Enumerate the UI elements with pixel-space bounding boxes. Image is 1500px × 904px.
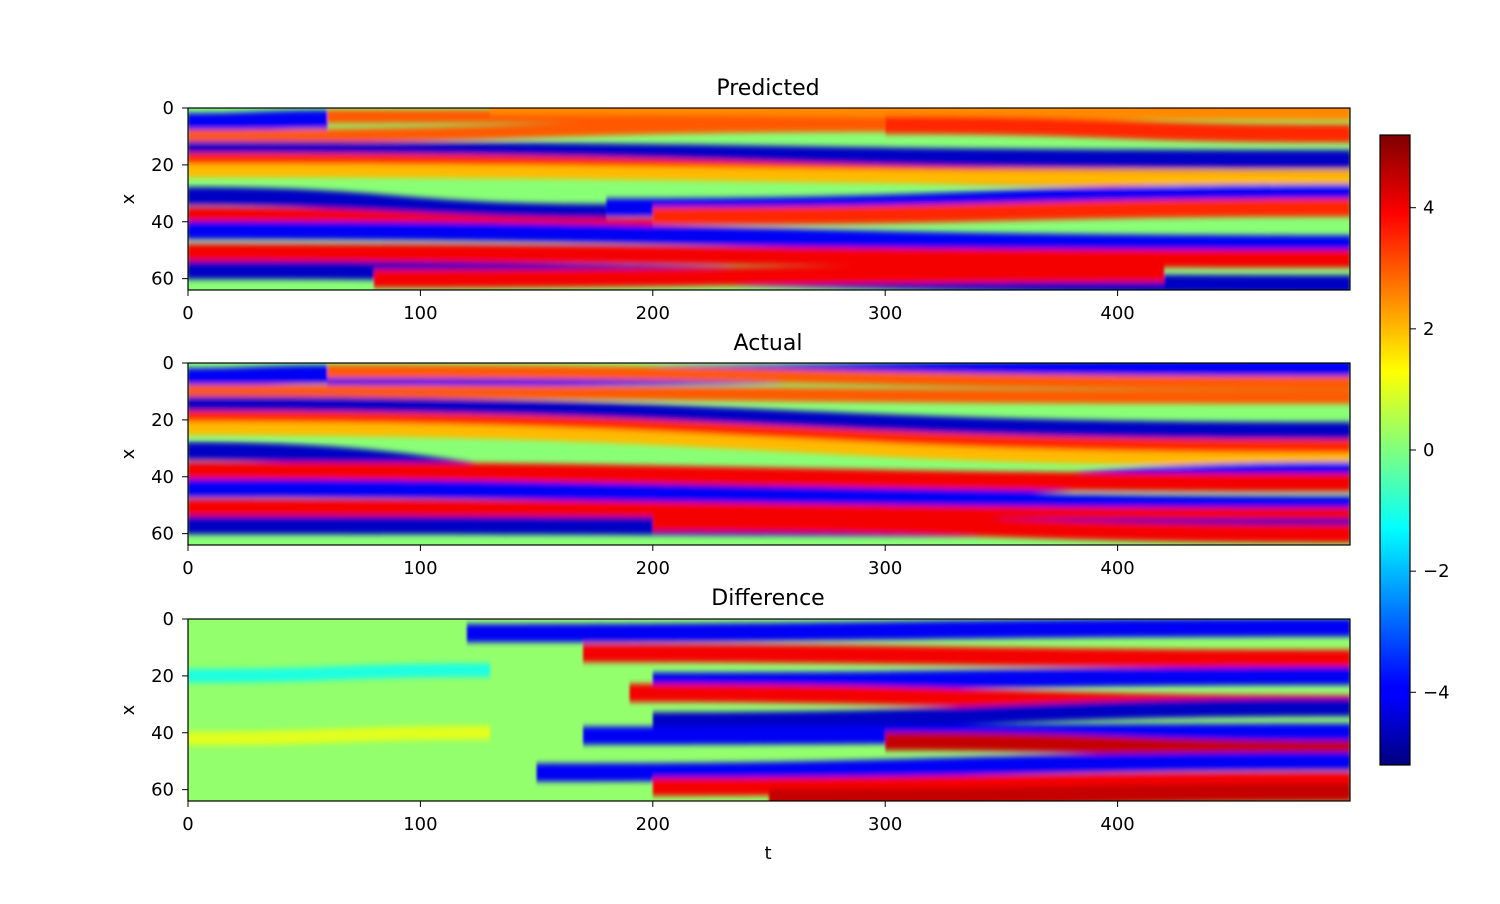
x-tick-label: 0: [182, 814, 193, 835]
heatmap-area: [188, 108, 1350, 290]
heatmap-band: [583, 644, 1350, 668]
x-axis: 0 100 200 300 400: [182, 290, 1135, 324]
y-tick-label: 60: [151, 524, 174, 545]
colorbar-tick-label: 0: [1423, 440, 1434, 461]
y-tick-label: 0: [163, 353, 174, 374]
colorbar-gradient: [1379, 134, 1411, 766]
heatmap-band: [188, 110, 328, 132]
x-axis-label: t: [764, 843, 771, 864]
heatmap-band: [188, 421, 1350, 467]
y-tick-label: 20: [151, 666, 174, 687]
y-tick-label: 60: [151, 269, 174, 290]
colorbar-tick-label: −4: [1423, 682, 1450, 703]
x-tick-label: 300: [868, 814, 902, 835]
y-tick-label: 40: [151, 467, 174, 488]
y-tick-label: 40: [151, 723, 174, 744]
x-axis: 0 100 200 300 400: [182, 545, 1135, 579]
colorbar: 4 2 0 −2 −4: [1379, 134, 1450, 766]
colorbar-tick-label: 2: [1423, 319, 1434, 340]
colorbar-tick-label: −2: [1423, 561, 1450, 582]
heatmap-band: [188, 243, 1350, 268]
x-tick-label: 100: [403, 303, 437, 324]
y-tick-label: 40: [151, 212, 174, 233]
y-tick-label: 20: [151, 155, 174, 176]
heatmap-band: [188, 384, 1350, 404]
heatmap-band: [188, 118, 886, 144]
colorbar-tick-label: 4: [1423, 198, 1434, 219]
heatmap-band: [188, 725, 491, 746]
x-tick-label: 200: [636, 814, 670, 835]
y-tick-label: 20: [151, 410, 174, 431]
x-axis: 0 100 200 300 400: [182, 801, 1135, 835]
heatmap-area: [188, 619, 1350, 801]
x-tick-label: 300: [868, 558, 902, 579]
heatmap-band: [536, 752, 1350, 782]
y-axis-label: x: [118, 448, 139, 459]
colorbar-ticks: 4 2 0 −2 −4: [1410, 198, 1450, 703]
heatmap-band: [188, 141, 1350, 169]
x-tick-label: 400: [1100, 303, 1134, 324]
panel-actual: Actual 0 100 200 300 400 0 20 40 60 x: [118, 331, 1351, 579]
x-tick-label: 0: [182, 558, 193, 579]
heatmap-bands: [188, 619, 1350, 801]
y-tick-label: 0: [163, 609, 174, 630]
heatmap-band: [188, 479, 1350, 515]
heatmap-band: [373, 263, 1165, 288]
y-tick-label: 60: [151, 780, 174, 801]
heatmap-band: [188, 187, 607, 223]
y-axis: 0 20 40 60: [151, 98, 188, 290]
x-tick-label: 0: [182, 303, 193, 324]
panel-difference: Difference 0 100 200 300 400 0 20 40 60 …: [118, 586, 1351, 864]
x-tick-label: 400: [1100, 814, 1134, 835]
heatmap-band: [327, 364, 1350, 390]
panel-title: Difference: [711, 586, 824, 611]
heatmap-bands: [188, 108, 1350, 290]
heatmap-band: [490, 108, 1350, 121]
heatmap-band: [188, 396, 1350, 441]
heatmap-band: [885, 115, 1350, 143]
panel-title: Predicted: [716, 76, 819, 101]
heatmap-area: [188, 363, 1350, 545]
heatmap-band: [652, 666, 1350, 691]
panel-title: Actual: [734, 331, 803, 356]
heatmap-band: [652, 698, 1350, 731]
y-axis-label: x: [118, 704, 139, 715]
heatmap-band: [188, 365, 328, 387]
x-tick-label: 300: [868, 303, 902, 324]
heatmap-band: [769, 783, 1350, 801]
heatmap-band: [188, 663, 491, 683]
heatmap-bands: [188, 363, 1350, 543]
heatmap-band: [188, 163, 1350, 186]
x-tick-label: 200: [636, 303, 670, 324]
heatmap-band: [188, 461, 1350, 492]
heatmap-band: [188, 221, 1350, 254]
y-tick-label: 0: [163, 98, 174, 119]
heatmap-band: [466, 619, 1350, 643]
panel-predicted: Predicted 0 100 200 300 400 0 20 40 60 x: [118, 76, 1351, 324]
x-tick-label: 400: [1100, 558, 1134, 579]
plot-frame: [187, 107, 1351, 291]
x-tick-label: 100: [403, 558, 437, 579]
plot-frame: [187, 618, 1351, 802]
y-axis: 0 20 40 60: [151, 609, 188, 801]
x-tick-label: 100: [403, 814, 437, 835]
heatmap-band: [652, 513, 1350, 543]
y-axis: 0 20 40 60: [151, 353, 188, 545]
plot-frame: [187, 362, 1351, 546]
heatmap-band: [885, 732, 1350, 759]
x-tick-label: 200: [636, 558, 670, 579]
heatmap-band: [652, 198, 1350, 226]
heatmap-band: [188, 410, 1350, 458]
y-axis-label: x: [118, 193, 139, 204]
